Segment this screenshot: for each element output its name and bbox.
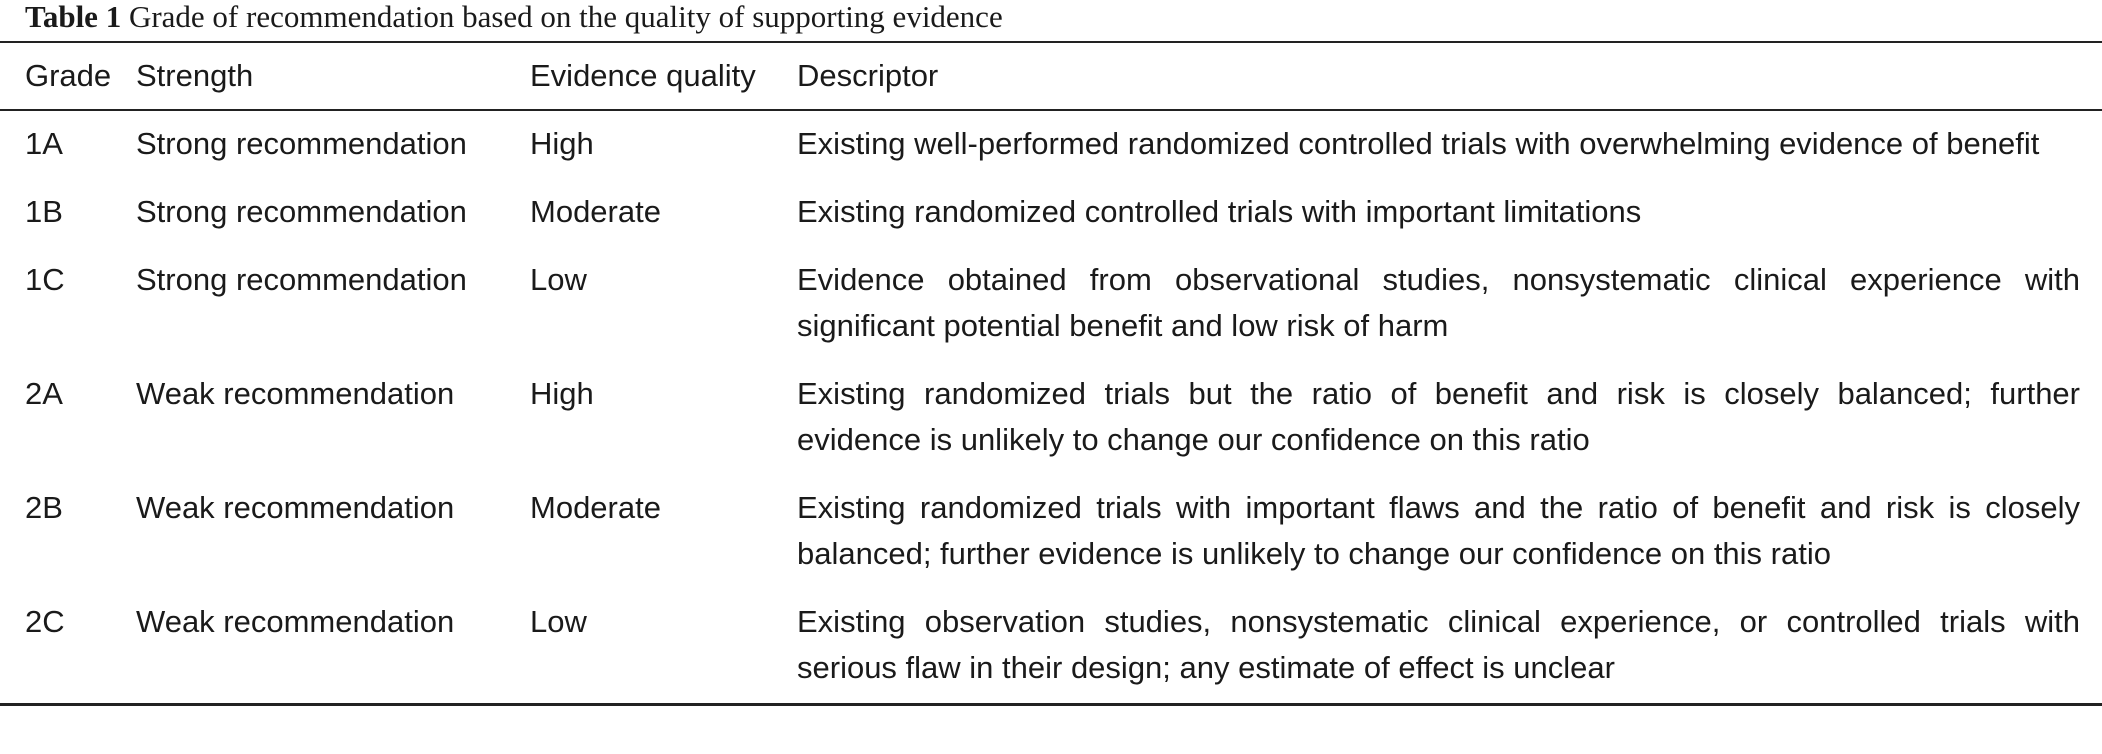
cell-grade: 1C: [25, 262, 65, 297]
cell-descriptor: Existing well-performed randomized contr…: [797, 126, 2040, 161]
cell-strength: Weak recommendation: [136, 490, 455, 525]
caption-label: Table 1: [25, 0, 122, 34]
table-row: 2C Weak recommendation Low Existing obse…: [0, 589, 2102, 705]
cell-evidence-quality: High: [530, 376, 594, 411]
cell-evidence-quality: Moderate: [530, 490, 661, 525]
cell-strength: Strong recommendation: [136, 262, 467, 297]
cell-evidence-quality: Low: [530, 604, 587, 639]
header-grade: Grade: [25, 58, 112, 93]
recommendation-table: Grade Strength Evidence quality Descript…: [0, 41, 2102, 706]
cell-grade: 2B: [25, 490, 63, 525]
cell-strength: Strong recommendation: [136, 126, 467, 161]
table-row: 1B Strong recommendation Moderate Existi…: [0, 179, 2102, 247]
cell-descriptor: Evidence obtained from observational stu…: [797, 262, 2080, 343]
cell-strength: Weak recommendation: [136, 604, 455, 639]
table-body: 1A Strong recommendation High Existing w…: [0, 110, 2102, 705]
cell-strength: Weak recommendation: [136, 376, 455, 411]
cell-descriptor: Existing randomized controlled trials wi…: [797, 194, 1642, 229]
cell-descriptor: Existing randomized trials with importan…: [797, 490, 2080, 571]
table-row: 2A Weak recommendation High Existing ran…: [0, 361, 2102, 475]
table-caption: Table 1 Grade of recommendation based on…: [25, 0, 1003, 38]
cell-grade: 1B: [25, 194, 63, 229]
header-strength: Strength: [136, 58, 254, 93]
cell-grade: 2A: [25, 376, 63, 411]
header-descriptor: Descriptor: [797, 58, 939, 93]
table-row: 2B Weak recommendation Moderate Existing…: [0, 475, 2102, 589]
cell-evidence-quality: Low: [530, 262, 587, 297]
table-header: Grade Strength Evidence quality Descript…: [0, 42, 2102, 110]
caption-text: Grade of recommendation based on the qua…: [128, 0, 1003, 34]
header-evidence-quality: Evidence quality: [530, 58, 756, 93]
cell-descriptor: Existing randomized trials but the ratio…: [797, 376, 2080, 457]
cell-grade: 1A: [25, 126, 63, 161]
cell-descriptor: Existing observation studies, nonsystema…: [797, 604, 2080, 685]
cell-grade: 2C: [25, 604, 65, 639]
table-row: 1C Strong recommendation Low Evidence ob…: [0, 247, 2102, 361]
cell-evidence-quality: High: [530, 126, 594, 161]
header-row: Grade Strength Evidence quality Descript…: [0, 42, 2102, 110]
cell-evidence-quality: Moderate: [530, 194, 661, 229]
table-row: 1A Strong recommendation High Existing w…: [0, 110, 2102, 179]
cell-strength: Strong recommendation: [136, 194, 467, 229]
